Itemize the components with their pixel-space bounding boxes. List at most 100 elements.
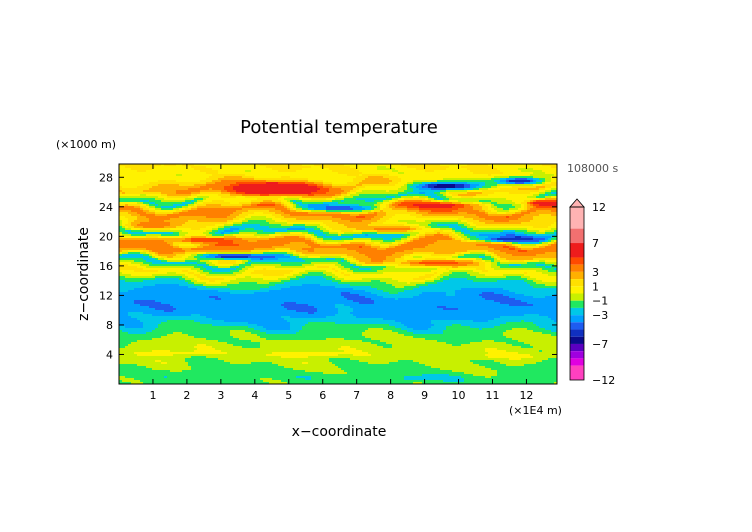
heatmap-cell <box>293 230 297 233</box>
heatmap-cell <box>473 206 477 209</box>
heatmap-cell <box>545 220 549 223</box>
heatmap-cell <box>485 228 489 231</box>
heatmap-cell <box>374 168 378 171</box>
heatmap-cell <box>161 222 165 225</box>
heatmap-cell <box>437 178 441 181</box>
heatmap-cell <box>164 170 168 173</box>
heatmap-cell <box>176 174 180 177</box>
heatmap-cell <box>482 186 486 189</box>
heatmap-cell <box>320 216 324 219</box>
heatmap-cell <box>536 230 540 233</box>
heatmap-cell <box>146 194 150 197</box>
heatmap-cell <box>455 174 459 177</box>
heatmap-cell <box>449 192 453 195</box>
heatmap-cell <box>239 230 243 233</box>
heatmap-cell <box>293 176 297 179</box>
heatmap-cell <box>338 186 342 189</box>
heatmap-cell <box>437 168 441 171</box>
heatmap-cell <box>323 206 327 209</box>
heatmap-cell <box>545 222 549 225</box>
heatmap-cell <box>527 192 531 195</box>
heatmap-cell <box>236 168 240 171</box>
heatmap-cell <box>455 226 459 229</box>
heatmap-cell <box>356 206 360 209</box>
heatmap-cell <box>245 214 249 217</box>
heatmap-cell <box>473 214 477 217</box>
heatmap-cell <box>539 190 543 193</box>
heatmap-cell <box>374 220 378 223</box>
heatmap-cell <box>464 170 468 173</box>
heatmap-cell <box>374 170 378 173</box>
heatmap-cell <box>182 208 186 211</box>
heatmap-cell <box>494 164 498 167</box>
heatmap-cell <box>236 186 240 189</box>
heatmap-cell <box>296 194 300 197</box>
heatmap-cell <box>263 226 267 229</box>
heatmap-cell <box>416 180 420 183</box>
heatmap-cell <box>188 220 192 223</box>
heatmap-cell <box>185 168 189 171</box>
heatmap-cell <box>497 194 501 197</box>
heatmap-cell <box>290 182 294 185</box>
heatmap-cell <box>218 222 222 225</box>
heatmap-cell <box>365 230 369 233</box>
heatmap-cell <box>368 212 372 215</box>
heatmap-cell <box>497 172 501 175</box>
heatmap-cell <box>362 192 366 195</box>
heatmap-cell <box>173 216 177 219</box>
heatmap-cell <box>245 200 249 203</box>
heatmap-cell <box>275 188 279 191</box>
heatmap-cell <box>197 168 201 171</box>
heatmap-cell <box>161 182 165 185</box>
heatmap-cell <box>128 170 132 173</box>
heatmap-cell <box>251 186 255 189</box>
heatmap-cell <box>257 184 261 187</box>
heatmap-cell <box>536 200 540 203</box>
heatmap-cell <box>287 184 291 187</box>
heatmap-cell <box>284 170 288 173</box>
heatmap-cell <box>332 180 336 183</box>
heatmap-cell <box>275 208 279 211</box>
heatmap-cell <box>119 186 123 189</box>
heatmap-cell <box>539 178 543 181</box>
heatmap-cell <box>221 198 225 201</box>
heatmap-cell <box>344 176 348 179</box>
heatmap-cell <box>485 176 489 179</box>
heatmap-cell <box>272 188 276 191</box>
heatmap-cell <box>122 224 126 227</box>
heatmap-cell <box>221 226 225 229</box>
heatmap-cell <box>380 210 384 213</box>
heatmap-cell <box>380 190 384 193</box>
heatmap-cell <box>170 208 174 211</box>
heatmap-cell <box>242 208 246 211</box>
heatmap-cell <box>413 168 417 171</box>
heatmap-cell <box>248 222 252 225</box>
heatmap-cell <box>134 218 138 221</box>
heatmap-cell <box>293 220 297 223</box>
heatmap-cell <box>197 192 201 195</box>
heatmap-cell <box>239 214 243 217</box>
heatmap-cell <box>485 188 489 191</box>
heatmap-cell <box>446 174 450 177</box>
heatmap-cell <box>386 216 390 219</box>
heatmap-cell <box>476 166 480 169</box>
heatmap-cell <box>161 174 165 177</box>
heatmap-cell <box>281 212 285 215</box>
heatmap-cell <box>287 176 291 179</box>
heatmap-cell <box>266 170 270 173</box>
heatmap-cell <box>443 194 447 197</box>
heatmap-cell <box>428 218 432 221</box>
heatmap-cell <box>317 176 321 179</box>
heatmap-cell <box>314 166 318 169</box>
heatmap-cell <box>371 164 375 167</box>
heatmap-cell <box>455 200 459 203</box>
heatmap-cell <box>278 176 282 179</box>
heatmap-cell <box>224 168 228 171</box>
heatmap-cell <box>323 202 327 205</box>
heatmap-cell <box>434 218 438 221</box>
heatmap-cell <box>188 188 192 191</box>
heatmap-cell <box>332 196 336 199</box>
heatmap-cell <box>290 170 294 173</box>
heatmap-cell <box>545 172 549 175</box>
heatmap-cell <box>407 192 411 195</box>
